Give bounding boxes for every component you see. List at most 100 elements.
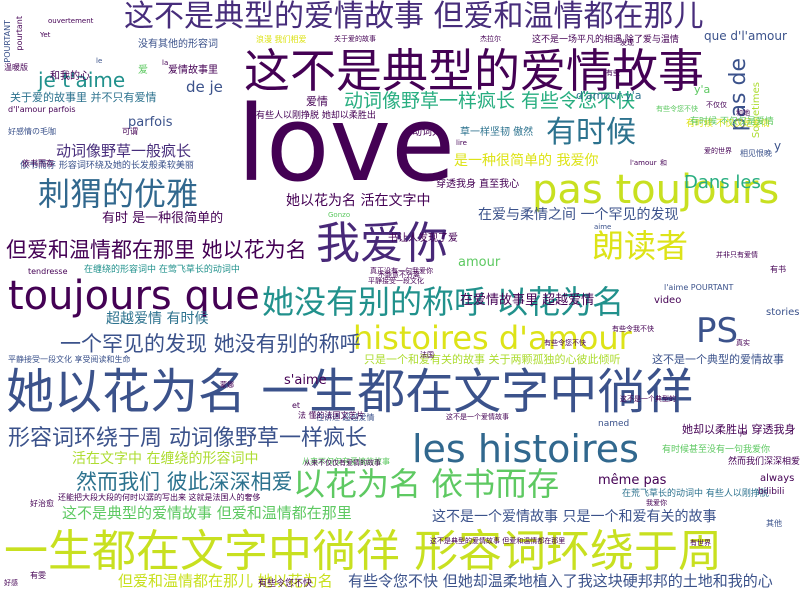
word-cloud-item: 有世界 — [690, 539, 711, 547]
word-cloud-item: video — [654, 295, 682, 306]
word-cloud-item: 在讲述 超越爱情 — [316, 413, 375, 422]
word-cloud-item: l'amour — [630, 159, 657, 167]
word-cloud-item: 关于爱的故事里 并不只有爱情 — [10, 91, 157, 104]
word-cloud-item: même pas — [598, 473, 667, 488]
word-cloud-item: Yet — [40, 31, 51, 39]
word-cloud-item: 这不是典型的爱情故事 但爱和温情都在那里 — [62, 504, 352, 522]
word-cloud-item: 好感情の毛咖 — [8, 127, 56, 136]
word-cloud-item: PS — [696, 311, 739, 351]
word-cloud-item: 草一样坚韧 傲然 — [460, 127, 534, 138]
word-cloud-item: 这不是一场平凡的相遇 除了爱与温情 — [532, 35, 679, 45]
word-cloud-item: 朗读者 — [592, 227, 689, 265]
word-cloud-item: parfois — [128, 115, 173, 130]
word-cloud-item: 我爱你 — [646, 499, 667, 507]
word-cloud-item: bilibili — [758, 487, 785, 497]
word-cloud-item: le — [96, 57, 103, 65]
word-cloud-item: stories — [766, 307, 800, 318]
word-cloud-item: 一个罕见的发现 她没有别的称呼 — [60, 332, 361, 356]
word-cloud-item: histoires d'amour — [353, 319, 632, 357]
word-cloud-item: 法国 — [420, 351, 434, 359]
word-cloud-item: always — [760, 473, 795, 484]
word-cloud-item: que d'l'amour — [704, 29, 787, 43]
word-cloud-item: 有书 — [770, 265, 786, 274]
word-cloud-item: la — [162, 59, 169, 67]
word-cloud-item: 她以花为名 活在文字中 — [286, 193, 431, 209]
word-cloud-item: 并非只有爱情 — [716, 251, 758, 259]
word-cloud-item: 有时 是一种很简单的 — [102, 211, 224, 226]
word-cloud-item: 从来不仅仅有爱情的故事 — [302, 457, 390, 466]
word-cloud-item: 穿透我身 直至我心 — [436, 179, 520, 190]
word-cloud-item: 但爱和温情都在那儿 她以花为名 — [118, 572, 333, 590]
word-cloud-item: 温暖版 — [4, 63, 28, 72]
word-cloud-item: 有些 — [606, 69, 620, 77]
word-cloud-item: 有些人以刚挣脱 她却以柔胜出 — [256, 111, 376, 121]
word-cloud-item: 杰拉尔 — [480, 35, 501, 43]
word-cloud-item: 在爱情故事里 超越爱情 — [460, 293, 595, 308]
word-cloud-item: y'a — [694, 83, 711, 96]
word-cloud-item: 和她 — [736, 109, 750, 117]
word-cloud-item: 关于爱的故事 — [334, 35, 376, 43]
word-cloud-item: 她以花为名 一生都在文字中徜徉 — [6, 364, 694, 420]
word-cloud-item: 从来不仅仅有爱情的故事 — [304, 459, 381, 467]
word-cloud-item: 然而我们深深相爱 — [728, 457, 800, 467]
word-cloud-item: 和 — [660, 159, 667, 167]
word-cloud-item: et — [292, 401, 301, 410]
word-cloud-item: l'aime POURTANT — [664, 283, 734, 292]
word-cloud-item: 有些令我不快 — [612, 325, 654, 333]
word-cloud-item: 爱的世界 — [704, 147, 732, 155]
word-cloud-item: 相见恨晚 — [740, 149, 772, 158]
word-cloud-item: 一生都在文字中徜徉 形容词环绕于周 — [4, 526, 722, 577]
word-cloud-item: 活在文字中 在缠绕的形容词中 — [72, 451, 259, 467]
word-cloud-item: 这不是一个爱情故事 只是一个和爱有关的故事 — [432, 509, 717, 525]
word-cloud-item: lire — [456, 139, 467, 147]
word-cloud-item: tendresse — [28, 267, 68, 276]
word-cloud-item: d'amour y'a — [576, 89, 642, 102]
word-cloud-item: 真实 — [736, 339, 750, 347]
word-cloud-item: 这不是典型的爱情故事 — [244, 44, 704, 98]
word-cloud-item: pourtant — [15, 16, 24, 51]
word-cloud-item: 有时候 不仅仅是爱情 — [690, 117, 774, 127]
word-cloud-item: 超越爱情 有时候 — [106, 311, 209, 327]
word-cloud-item: 她没有别的称呼 以花为名 — [262, 283, 625, 321]
word-cloud-item: ouvertement — [48, 17, 94, 25]
word-cloud-item: d'l'amour parfois — [8, 105, 76, 114]
word-cloud-item: aime — [594, 223, 612, 231]
word-cloud-item: 动词像野草一般疯长 — [56, 142, 192, 160]
word-cloud-item: 好感 — [4, 579, 18, 587]
word-cloud-item: 没有其他的形容词 — [138, 39, 218, 50]
word-cloud-item: 爱 — [138, 65, 148, 76]
word-cloud-item: 其他 — [766, 519, 782, 528]
word-cloud-item: je — [740, 429, 747, 437]
word-cloud-item: 不仅仅 — [706, 101, 727, 109]
word-cloud-item: amour — [458, 255, 501, 270]
word-cloud-item: 依书而存 形容词环绕及她的长发般柔软美丽 — [20, 161, 194, 171]
word-cloud-item: Gonzo — [328, 211, 351, 219]
word-cloud-item: 有些令您不快 — [544, 339, 586, 347]
word-cloud-item: Dans les — [684, 172, 761, 193]
word-love: love — [237, 83, 456, 205]
word-cloud-item: 在荒飞草长的动词中 有些人以刚挣脱 — [622, 489, 769, 499]
word-cloud-item: 然而我们 彼此深深相爱 — [76, 470, 293, 494]
word-cloud-item: 爱情 — [306, 95, 328, 108]
word-cloud-item: 有些令您不快 但她却温柔地植入了我这块硬邦邦的土地和我的心 — [348, 572, 773, 590]
word-cloud-item: 动词如 — [412, 127, 442, 138]
word-cloud-item: 刺猬的优雅 — [38, 175, 199, 213]
word-cloud-item: 有时候甚至没有一句我爱你 — [662, 445, 771, 455]
word-cloud-item: y — [774, 139, 782, 153]
word-cloud-item: 有时候 不仅仅是爱情 — [686, 119, 770, 129]
word-cloud-item: 发现 — [620, 39, 634, 47]
word-cloud-item: 浪漫 我们相爱 — [256, 35, 307, 44]
word-cloud-item: 法 懂的法国文艺片 — [298, 411, 365, 420]
word-cloud-item: 以花为名 依书而存 — [293, 465, 560, 503]
word-cloud-item: named — [598, 419, 630, 429]
word-cloud-item: 只是一个和爱有关的故事 关于两颗孤独的心彼此倾听 — [364, 353, 621, 366]
word-cloud-item: je t'aime — [38, 68, 126, 92]
word-cloud-item: 有些令您不快 — [656, 105, 698, 113]
word-cloud-item: 依书而存 — [22, 159, 54, 168]
word-cloud-item: 有时候 — [546, 115, 636, 150]
word-cloud-item: 爱情故事里 — [168, 65, 218, 76]
word-cloud-item: s'aime — [284, 373, 327, 388]
word-cloud-item: 她却以柔胜出 穿透我身 — [682, 423, 796, 436]
word-cloud-item: 但爱和温情都在那里 她以花为名 — [6, 238, 307, 262]
